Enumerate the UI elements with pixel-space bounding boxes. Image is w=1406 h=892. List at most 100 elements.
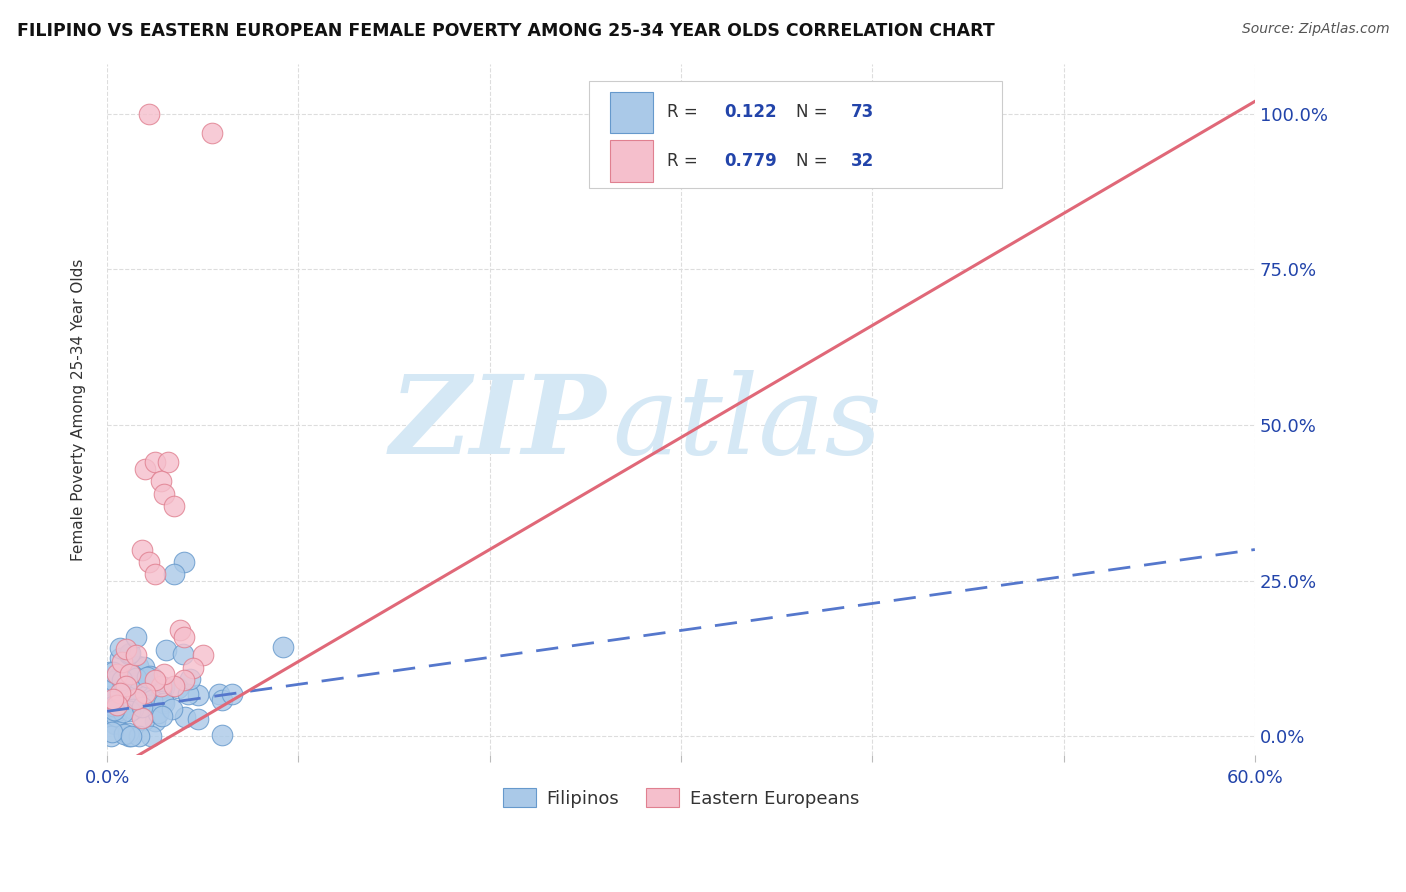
FancyBboxPatch shape <box>610 140 654 181</box>
Point <box>108 670 131 684</box>
Text: FILIPINO VS EASTERN EUROPEAN FEMALE POVERTY AMONG 25-34 YEAR OLDS CORRELATION CH: FILIPINO VS EASTERN EUROPEAN FEMALE POVE… <box>17 22 994 40</box>
Point <box>135 678 157 692</box>
Point <box>121 692 143 706</box>
Point <box>163 680 186 694</box>
Point <box>127 658 149 673</box>
Point <box>105 704 128 718</box>
Point <box>155 643 177 657</box>
Point <box>131 710 153 724</box>
Point <box>143 455 166 469</box>
Text: R =: R = <box>668 103 703 121</box>
Point <box>104 708 127 723</box>
Point <box>103 674 125 689</box>
Point <box>173 710 195 724</box>
Point <box>211 693 233 707</box>
Point <box>118 647 141 661</box>
Point <box>105 667 128 681</box>
Point <box>111 655 134 669</box>
Point <box>143 673 166 688</box>
Point <box>141 677 163 691</box>
Point <box>191 648 214 663</box>
Text: N =: N = <box>796 152 832 169</box>
Point <box>136 670 159 684</box>
Point <box>105 698 128 712</box>
Text: 0.779: 0.779 <box>724 152 778 169</box>
Text: 0.122: 0.122 <box>724 103 778 121</box>
Point <box>103 703 125 717</box>
Point <box>153 680 176 694</box>
Point <box>149 474 172 488</box>
Point <box>125 696 148 710</box>
Point <box>118 729 141 743</box>
Point <box>98 698 121 713</box>
Point <box>120 666 142 681</box>
Point <box>152 708 174 723</box>
Point <box>98 690 121 704</box>
Point <box>146 706 169 720</box>
Point <box>157 455 180 469</box>
Point <box>125 648 148 663</box>
Point <box>120 729 142 743</box>
Point <box>98 707 121 722</box>
Point <box>115 686 138 700</box>
Point <box>117 725 139 739</box>
Text: R =: R = <box>668 152 703 169</box>
Point <box>103 698 125 713</box>
Point <box>108 651 131 665</box>
Point <box>115 642 138 657</box>
Point <box>100 725 122 739</box>
Point <box>100 681 122 696</box>
Text: 32: 32 <box>851 152 875 169</box>
Point <box>112 727 135 741</box>
Point <box>118 667 141 681</box>
Point <box>131 699 153 714</box>
Legend: Filipinos, Eastern Europeans: Filipinos, Eastern Europeans <box>496 781 866 815</box>
Point <box>173 673 195 688</box>
Point <box>211 728 233 742</box>
Point <box>138 669 160 683</box>
Text: ZIP: ZIP <box>389 369 606 477</box>
Point <box>181 661 204 675</box>
Point <box>110 686 132 700</box>
Point <box>110 692 132 706</box>
Point <box>143 567 166 582</box>
Point <box>173 555 195 569</box>
Point <box>173 630 195 644</box>
Point <box>138 555 160 569</box>
Point <box>125 630 148 644</box>
Point <box>101 692 124 706</box>
Point <box>163 499 186 513</box>
Point <box>112 706 135 720</box>
Point <box>100 729 122 743</box>
Point <box>128 729 150 743</box>
Point <box>176 688 198 702</box>
FancyBboxPatch shape <box>589 81 1002 188</box>
Point <box>152 694 174 708</box>
Point <box>103 715 125 730</box>
Point <box>149 682 172 697</box>
Point <box>98 665 121 679</box>
Point <box>125 672 148 686</box>
Point <box>138 107 160 121</box>
Point <box>132 689 155 703</box>
Point <box>131 542 153 557</box>
Text: Source: ZipAtlas.com: Source: ZipAtlas.com <box>1241 22 1389 37</box>
Point <box>125 692 148 706</box>
Text: atlas: atlas <box>612 369 882 477</box>
Point <box>153 486 176 500</box>
Point <box>149 680 172 694</box>
Y-axis label: Female Poverty Among 25-34 Year Olds: Female Poverty Among 25-34 Year Olds <box>72 259 86 561</box>
Point <box>120 704 142 718</box>
Point <box>187 689 209 703</box>
Text: N =: N = <box>796 103 832 121</box>
Point <box>111 673 134 688</box>
Point <box>221 687 243 701</box>
Point <box>201 126 224 140</box>
Point <box>141 670 163 684</box>
Point <box>187 712 209 726</box>
Point <box>132 660 155 674</box>
Point <box>134 461 156 475</box>
Point <box>163 567 186 582</box>
Point <box>167 681 190 696</box>
Point <box>139 729 162 743</box>
